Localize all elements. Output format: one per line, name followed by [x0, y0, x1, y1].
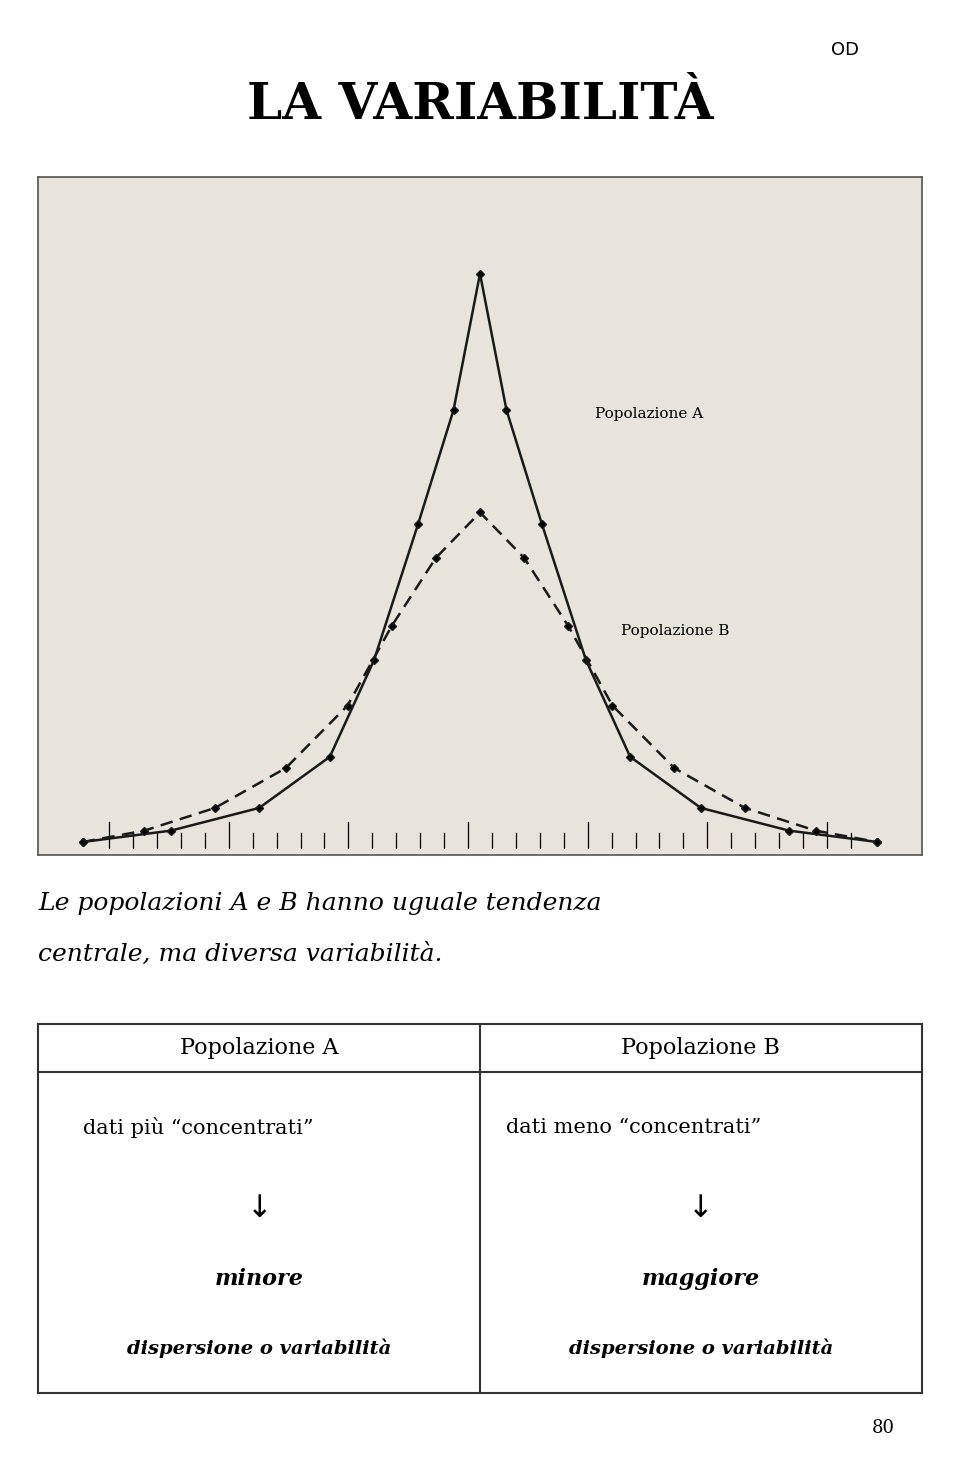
- Text: dati più “concentrati”: dati più “concentrati”: [83, 1117, 313, 1138]
- Text: centrale, ma diversa variabilità.: centrale, ma diversa variabilità.: [38, 943, 443, 967]
- Text: dispersione o variabilità: dispersione o variabilità: [127, 1338, 392, 1359]
- Text: dispersione o variabilità: dispersione o variabilità: [568, 1338, 833, 1359]
- Text: ↓: ↓: [688, 1194, 713, 1223]
- Text: 80: 80: [872, 1419, 895, 1437]
- Text: maggiore: maggiore: [641, 1268, 760, 1290]
- Text: Popolazione B: Popolazione B: [621, 1038, 780, 1060]
- Text: LA VARIABILITÀ: LA VARIABILITÀ: [247, 81, 713, 130]
- Text: Popolazione A: Popolazione A: [180, 1038, 339, 1060]
- Text: minore: minore: [215, 1268, 303, 1290]
- Text: Le popolazioni A e B hanno uguale tendenza: Le popolazioni A e B hanno uguale tenden…: [38, 892, 602, 915]
- Text: dati meno “concentrati”: dati meno “concentrati”: [507, 1119, 762, 1136]
- Text: OD: OD: [830, 41, 859, 59]
- Text: Popolazione A: Popolazione A: [595, 407, 703, 422]
- Text: ↓: ↓: [247, 1194, 272, 1223]
- Text: Popolazione B: Popolazione B: [621, 624, 730, 638]
